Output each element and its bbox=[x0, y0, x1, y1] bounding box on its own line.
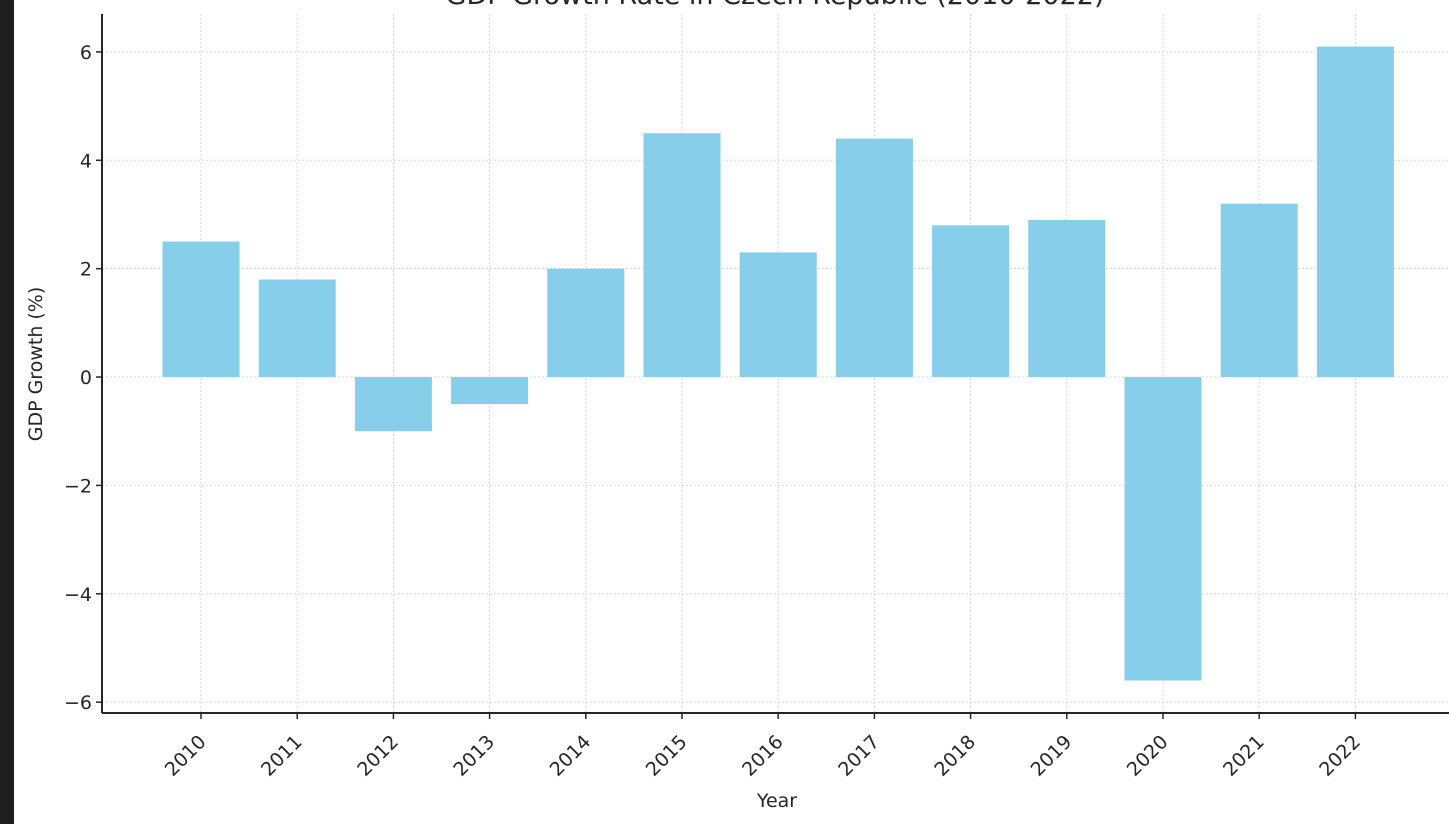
x-tick-label: 2013 bbox=[449, 731, 499, 781]
x-tick-label: 2016 bbox=[738, 731, 788, 781]
axes bbox=[101, 14, 1449, 714]
x-tick-label: 2021 bbox=[1219, 731, 1269, 781]
bar-2011 bbox=[258, 279, 336, 378]
bar-2015 bbox=[643, 133, 721, 378]
y-tick-label: 0 bbox=[80, 367, 92, 389]
bar-2016 bbox=[739, 252, 817, 378]
bar-2020 bbox=[1124, 377, 1202, 681]
x-tick-label: 2011 bbox=[257, 731, 307, 781]
x-tick-label: 2012 bbox=[353, 731, 403, 781]
bar-2018 bbox=[932, 225, 1010, 378]
x-tick-label: 2019 bbox=[1027, 731, 1077, 781]
x-tick-label: 2015 bbox=[642, 731, 692, 781]
bar-2013 bbox=[451, 377, 529, 405]
bar-2012 bbox=[354, 377, 432, 432]
x-ticks: 2010 2011 2012 2013 2014 2015 2016 2017 2018 2019… bbox=[161, 713, 1365, 781]
y-tick-label: 4 bbox=[80, 150, 92, 172]
y-tick-label: −4 bbox=[64, 584, 92, 606]
bar-2021 bbox=[1220, 203, 1298, 378]
bars bbox=[162, 46, 1394, 681]
x-tick-label: 2018 bbox=[930, 731, 980, 781]
y-ticks: −6 −4 −2 0 2 4 6 bbox=[64, 42, 102, 714]
bar-2014 bbox=[547, 268, 625, 378]
bar-2017 bbox=[835, 138, 913, 378]
y-axis-label: GDP Growth (%) bbox=[25, 287, 47, 442]
bar-2010 bbox=[162, 241, 240, 378]
x-axis-label: Year bbox=[756, 790, 797, 812]
chart-title: GDP Growth Rate in Czech Republic (2010-… bbox=[446, 0, 1105, 11]
y-tick-label: −2 bbox=[64, 475, 92, 497]
x-tick-label: 2022 bbox=[1315, 731, 1365, 781]
y-tick-label: 2 bbox=[80, 259, 92, 281]
window-edge bbox=[0, 0, 14, 824]
x-tick-label: 2017 bbox=[834, 731, 884, 781]
y-tick-label: 6 bbox=[80, 42, 92, 64]
bar-2022 bbox=[1316, 46, 1394, 378]
y-tick-label: −6 bbox=[64, 692, 92, 714]
x-tick-label: 2020 bbox=[1123, 731, 1173, 781]
bar-2019 bbox=[1028, 219, 1106, 378]
x-tick-label: 2014 bbox=[546, 731, 596, 781]
x-tick-label: 2010 bbox=[161, 731, 211, 781]
